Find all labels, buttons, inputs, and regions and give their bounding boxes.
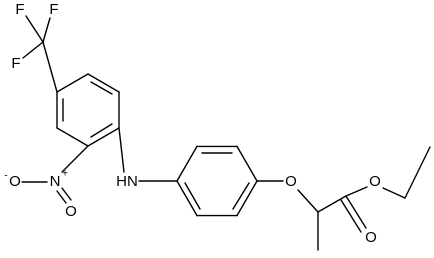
atom-label: F [49,1,58,18]
atom-label: O [365,229,377,246]
atom-label: O [9,173,21,190]
atom-charge: - [4,171,7,182]
atom-label: HN [116,173,138,190]
atom-label: O [285,173,297,190]
bonds [21,15,431,251]
atom-label: N [50,173,61,190]
atom-label: O [369,173,381,190]
atom-label: O [65,203,77,220]
atom-charge: + [62,169,68,180]
atom-label: F [11,55,20,72]
atom-label: F [15,1,24,18]
